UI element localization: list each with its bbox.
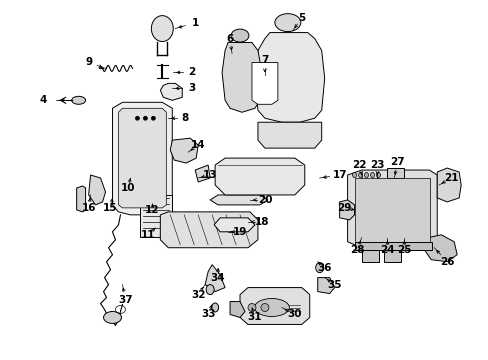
Text: 15: 15 xyxy=(103,203,118,213)
Text: 36: 36 xyxy=(317,263,331,273)
Ellipse shape xyxy=(352,172,356,177)
Ellipse shape xyxy=(358,172,362,177)
Text: 30: 30 xyxy=(287,310,302,319)
Ellipse shape xyxy=(274,14,300,32)
Ellipse shape xyxy=(364,172,368,177)
Ellipse shape xyxy=(103,311,121,323)
Text: 13: 13 xyxy=(203,170,217,180)
Polygon shape xyxy=(77,186,85,212)
Text: 9: 9 xyxy=(85,58,92,67)
Text: 11: 11 xyxy=(141,230,155,240)
Text: 16: 16 xyxy=(81,203,96,213)
Text: 7: 7 xyxy=(261,55,268,66)
Polygon shape xyxy=(195,165,210,182)
Bar xyxy=(140,195,172,237)
Text: 20: 20 xyxy=(257,195,272,205)
Polygon shape xyxy=(222,42,262,112)
Polygon shape xyxy=(258,122,321,148)
Text: 1: 1 xyxy=(191,18,199,28)
Polygon shape xyxy=(160,84,182,100)
Polygon shape xyxy=(229,302,244,318)
Polygon shape xyxy=(361,250,379,262)
Ellipse shape xyxy=(315,263,323,273)
Text: 33: 33 xyxy=(201,310,215,319)
Ellipse shape xyxy=(211,303,218,312)
Polygon shape xyxy=(205,265,224,292)
Polygon shape xyxy=(384,250,401,262)
Text: 4: 4 xyxy=(39,95,46,105)
Ellipse shape xyxy=(230,29,248,42)
Bar xyxy=(354,178,429,243)
Ellipse shape xyxy=(151,15,173,41)
Text: 29: 29 xyxy=(337,203,351,213)
Ellipse shape xyxy=(135,116,139,120)
Text: 28: 28 xyxy=(349,245,364,255)
Ellipse shape xyxy=(254,298,289,316)
Polygon shape xyxy=(251,62,277,104)
Polygon shape xyxy=(88,175,105,205)
Polygon shape xyxy=(160,212,258,248)
Text: 3: 3 xyxy=(188,84,195,93)
Text: 27: 27 xyxy=(389,157,404,167)
Polygon shape xyxy=(240,288,309,324)
Ellipse shape xyxy=(206,285,214,294)
Polygon shape xyxy=(112,102,172,215)
Ellipse shape xyxy=(247,303,255,311)
Text: 10: 10 xyxy=(121,183,136,193)
Text: 32: 32 xyxy=(190,289,205,300)
Text: 21: 21 xyxy=(443,173,458,183)
Text: 14: 14 xyxy=(190,140,205,150)
Polygon shape xyxy=(254,32,324,122)
Polygon shape xyxy=(118,108,166,208)
Polygon shape xyxy=(386,168,404,178)
Text: 35: 35 xyxy=(327,280,341,289)
Text: 22: 22 xyxy=(351,160,366,170)
Polygon shape xyxy=(317,278,334,293)
Text: 24: 24 xyxy=(379,245,394,255)
Text: 5: 5 xyxy=(298,13,305,23)
Text: 2: 2 xyxy=(188,67,195,77)
Ellipse shape xyxy=(72,96,85,104)
Polygon shape xyxy=(436,168,460,202)
Text: 19: 19 xyxy=(232,227,247,237)
Polygon shape xyxy=(214,218,254,232)
Polygon shape xyxy=(210,195,267,205)
Text: 31: 31 xyxy=(247,312,262,323)
Text: 23: 23 xyxy=(369,160,384,170)
Polygon shape xyxy=(424,235,456,262)
Text: 12: 12 xyxy=(145,205,159,215)
Text: 8: 8 xyxy=(181,113,188,123)
Ellipse shape xyxy=(376,172,380,177)
Polygon shape xyxy=(170,138,198,163)
Text: 37: 37 xyxy=(118,294,133,305)
Text: 26: 26 xyxy=(439,257,453,267)
Polygon shape xyxy=(347,170,436,248)
Text: 6: 6 xyxy=(226,33,233,44)
Bar xyxy=(354,242,431,250)
Ellipse shape xyxy=(261,303,268,311)
Ellipse shape xyxy=(370,172,374,177)
Text: 18: 18 xyxy=(254,217,268,227)
Ellipse shape xyxy=(151,116,155,120)
Text: 34: 34 xyxy=(210,273,225,283)
Text: 17: 17 xyxy=(332,170,346,180)
Polygon shape xyxy=(215,158,304,195)
Text: 25: 25 xyxy=(396,245,411,255)
Polygon shape xyxy=(339,200,354,220)
Ellipse shape xyxy=(143,116,147,120)
